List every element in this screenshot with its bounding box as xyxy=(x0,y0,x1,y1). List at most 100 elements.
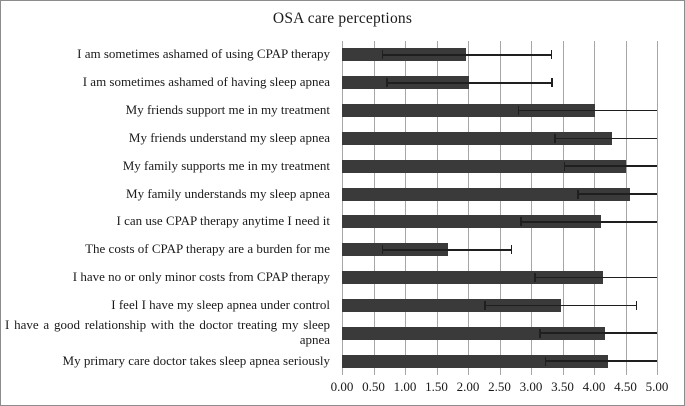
error-bar-cap-high xyxy=(551,78,553,88)
bar xyxy=(342,298,561,312)
bar-row xyxy=(342,41,657,69)
error-bar-cap-low xyxy=(520,217,522,227)
bar-row xyxy=(342,97,657,125)
category-label-row: I am sometimes ashamed of using CPAP the… xyxy=(5,41,337,69)
error-bar-cap-high xyxy=(550,50,553,60)
chart-title: OSA care perceptions xyxy=(272,10,413,27)
bar xyxy=(342,187,630,201)
category-label: I have a good relationship with the doct… xyxy=(5,317,330,348)
bar xyxy=(342,271,604,285)
bar-row xyxy=(342,69,657,97)
error-bar-cap-low xyxy=(381,245,384,255)
bar xyxy=(342,131,612,145)
gridline xyxy=(562,41,564,375)
category-axis-labels: I am sometimes ashamed of using CPAP the… xyxy=(5,41,337,375)
bar-row xyxy=(342,319,657,347)
x-axis-tick-label: 4.50 xyxy=(614,379,637,394)
bar xyxy=(342,354,608,368)
error-bar-line xyxy=(381,54,551,56)
gridline xyxy=(625,41,627,375)
gridline xyxy=(499,41,501,375)
error-bar-line xyxy=(484,304,636,307)
error-bar-line xyxy=(544,360,657,362)
gridline xyxy=(405,41,406,375)
bar-row xyxy=(342,125,657,153)
gridline xyxy=(657,41,658,375)
category-label: I am sometimes ashamed of using CPAP the… xyxy=(77,46,330,62)
error-bar-line xyxy=(563,165,657,168)
category-label: My friends understand my sleep apnea xyxy=(128,129,330,145)
x-axis-tick-label: 2.00 xyxy=(456,379,480,394)
category-label: The costs of CPAP therapy are a burden f… xyxy=(85,241,330,257)
category-label: I feel I have my sleep apnea under contr… xyxy=(111,296,330,312)
category-label-row: My primary care doctor takes sleep apnea… xyxy=(5,347,337,375)
bar-row xyxy=(342,347,657,375)
category-label-row: My friends support me in my treatment xyxy=(5,97,337,125)
error-bar-cap-low xyxy=(539,328,541,338)
bar-row xyxy=(342,236,657,264)
category-label: I can use CPAP therapy anytime I need it xyxy=(116,213,331,229)
error-bar-line xyxy=(386,81,552,84)
category-label-row: I can use CPAP therapy anytime I need it xyxy=(5,208,337,236)
bar xyxy=(342,159,627,173)
category-label-row: My family understands my sleep apnea xyxy=(5,180,337,208)
error-bar-line xyxy=(554,137,657,140)
error-bar-cap-low xyxy=(381,50,384,60)
error-bar-cap-low xyxy=(484,300,486,310)
error-bar-cap-high xyxy=(510,245,513,255)
error-bar-cap-low xyxy=(386,78,388,88)
category-label-row: I have no or only minor costs from CPAP … xyxy=(5,264,337,292)
category-label: My family supports me in my treatment xyxy=(122,157,330,173)
error-bar-cap-high xyxy=(635,300,638,310)
x-axis-tick-label: 0.00 xyxy=(330,379,354,394)
error-bar-cap-low xyxy=(554,133,556,143)
error-bar-line xyxy=(381,248,511,251)
gridline xyxy=(594,41,595,375)
x-axis-tick-label: 3.50 xyxy=(551,379,574,394)
x-axis-tick-label: 2.50 xyxy=(488,379,511,394)
gridline xyxy=(342,41,343,375)
bar-row xyxy=(342,152,657,180)
error-bar-line xyxy=(539,332,657,335)
x-axis-tick-label: 4.00 xyxy=(582,379,606,394)
error-bar-line xyxy=(517,109,657,112)
bar xyxy=(342,215,601,229)
bar-row xyxy=(342,180,657,208)
category-label-row: I am sometimes ashamed of having sleep a… xyxy=(5,69,337,97)
category-label-row: I have a good relationship with the doct… xyxy=(5,317,337,348)
gridline xyxy=(373,41,375,375)
error-bar-cap-low xyxy=(576,189,579,199)
category-label: My friends support me in my treatment xyxy=(125,102,330,118)
error-bar-cap-low xyxy=(544,356,547,366)
gridline xyxy=(436,41,438,375)
gridline xyxy=(531,41,532,375)
x-axis-tick-label: 1.00 xyxy=(393,379,417,394)
error-bar-line xyxy=(576,193,657,195)
error-bar-cap-low xyxy=(534,273,536,283)
category-label: My family understands my sleep apnea xyxy=(126,185,330,201)
bar xyxy=(342,104,596,118)
gridline xyxy=(468,41,469,375)
x-axis-tick-label: 5.00 xyxy=(645,379,669,394)
category-label: I have no or only minor costs from CPAP … xyxy=(72,269,330,285)
x-axis-tick-label: 3.00 xyxy=(519,379,543,394)
category-label-row: I feel I have my sleep apnea under contr… xyxy=(5,291,337,319)
error-bar-line xyxy=(534,276,657,279)
plot-area xyxy=(342,41,658,375)
bar-row xyxy=(342,264,657,292)
bar-row xyxy=(342,208,657,236)
x-axis-tick-label: 0.50 xyxy=(362,379,385,394)
bar-row xyxy=(342,292,657,320)
x-axis-tick-label: 1.50 xyxy=(425,379,448,394)
category-label-row: The costs of CPAP therapy are a burden f… xyxy=(5,236,337,264)
category-label-row: My friends understand my sleep apnea xyxy=(5,124,337,152)
error-bar-cap-low xyxy=(563,161,566,171)
error-bar-line xyxy=(520,221,657,223)
category-label: I am sometimes ashamed of having sleep a… xyxy=(82,74,330,90)
category-label-row: My family supports me in my treatment xyxy=(5,152,337,180)
category-label: My primary care doctor takes sleep apnea… xyxy=(62,352,330,368)
x-axis-tick-labels: 0.00 0.50 1.00 1.50 2.00 2.50 3.00 3.50 4.00 4.50… xyxy=(331,379,669,399)
bar xyxy=(342,326,605,340)
error-bar-cap-low xyxy=(517,106,520,116)
